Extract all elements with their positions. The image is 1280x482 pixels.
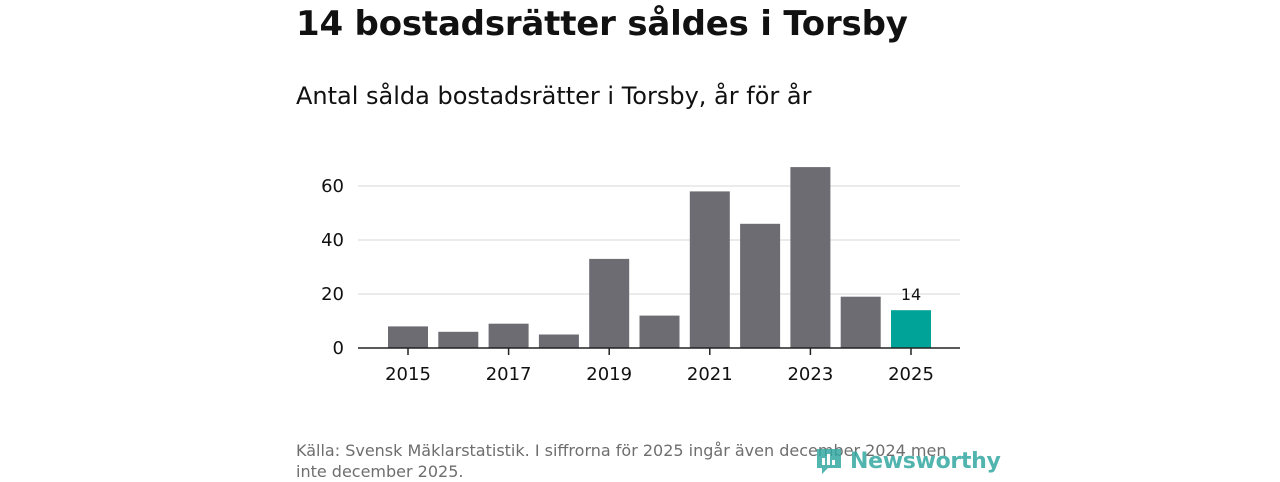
page-title: 14 bostadsrätter såldes i Torsby [296, 4, 908, 44]
x-tick-label: 2017 [486, 364, 532, 385]
bar-2018 [538, 334, 579, 348]
bar-chart: 0 20 40 60 2015 2017 2019 2021 2023 2025 14 [321, 167, 960, 385]
bar-2023 [790, 167, 831, 348]
y-tick-label: 20 [321, 284, 344, 305]
source-note: Källa: Svensk Mäklarstatistik. I siffror… [296, 441, 947, 481]
x-tick-label: 2023 [787, 364, 833, 385]
bar-2015 [388, 326, 428, 348]
y-tick-label: 60 [321, 176, 344, 197]
bar-2017 [488, 323, 529, 348]
bar-2024 [840, 296, 881, 348]
x-tick-label: 2025 [888, 364, 934, 385]
axes: 0 20 40 60 2015 2017 2019 2021 2023 2025 [321, 176, 960, 385]
brand-name: Newsworthy [850, 448, 1001, 474]
data-label-2025: 14 [901, 285, 921, 304]
bar-2022 [740, 223, 781, 348]
bar-chart-speech-bubble-icon [817, 449, 841, 474]
bar-2021 [689, 191, 730, 348]
bar-2019 [589, 258, 630, 348]
x-tick-label: 2021 [687, 364, 733, 385]
y-tick-label: 40 [321, 230, 344, 251]
data-labels: 14 [901, 285, 921, 304]
x-tick-label: 2015 [385, 364, 431, 385]
bar-2016 [438, 331, 479, 348]
x-tick-label: 2019 [586, 364, 632, 385]
brand-logo: Newsworthy [814, 446, 1001, 476]
gridlines [358, 185, 960, 295]
chart-subtitle: Antal sålda bostadsrätter i Torsby, år f… [296, 82, 812, 110]
bar-2020 [639, 315, 680, 348]
y-tick-label: 0 [333, 338, 344, 359]
bar-2025 [891, 310, 931, 348]
bars [388, 167, 931, 348]
